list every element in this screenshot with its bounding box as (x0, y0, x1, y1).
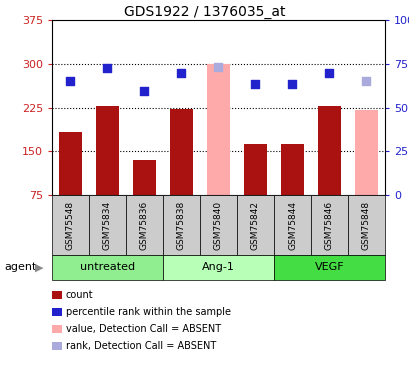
Bar (133, 160, 155, 195)
Bar (96, 106, 118, 195)
Point (141, 88, 147, 94)
Text: GSM75836: GSM75836 (139, 200, 148, 250)
Point (362, 78, 369, 84)
Text: ▶: ▶ (35, 262, 44, 273)
Text: GDS1922 / 1376035_at: GDS1922 / 1376035_at (124, 5, 285, 19)
Text: GSM75840: GSM75840 (213, 200, 222, 250)
Point (252, 81, 258, 87)
Bar (207, 64, 229, 195)
Bar (281, 144, 303, 195)
Bar (318, 106, 340, 195)
Text: VEGF: VEGF (314, 262, 344, 273)
Bar (170, 109, 192, 195)
Text: rank, Detection Call = ABSENT: rank, Detection Call = ABSENT (66, 341, 216, 351)
Point (288, 81, 295, 87)
Text: Ang-1: Ang-1 (202, 262, 234, 273)
Text: GSM75848: GSM75848 (361, 200, 370, 250)
Point (104, 65, 110, 71)
Bar (244, 144, 266, 195)
Text: GSM75838: GSM75838 (177, 200, 186, 250)
Point (326, 69, 332, 75)
Bar (59, 132, 81, 195)
Text: count: count (66, 290, 93, 300)
Text: GSM75844: GSM75844 (287, 201, 296, 249)
Bar (355, 110, 377, 195)
Point (178, 69, 184, 75)
Point (215, 64, 221, 70)
Text: GSM75548: GSM75548 (66, 200, 75, 250)
Text: GSM75842: GSM75842 (250, 201, 259, 249)
Text: value, Detection Call = ABSENT: value, Detection Call = ABSENT (66, 324, 220, 334)
Text: GSM75846: GSM75846 (324, 200, 333, 250)
Text: percentile rank within the sample: percentile rank within the sample (66, 307, 230, 317)
Text: GSM75834: GSM75834 (103, 200, 112, 250)
Point (67, 78, 74, 84)
Text: agent: agent (4, 262, 36, 273)
Text: untreated: untreated (80, 262, 135, 273)
